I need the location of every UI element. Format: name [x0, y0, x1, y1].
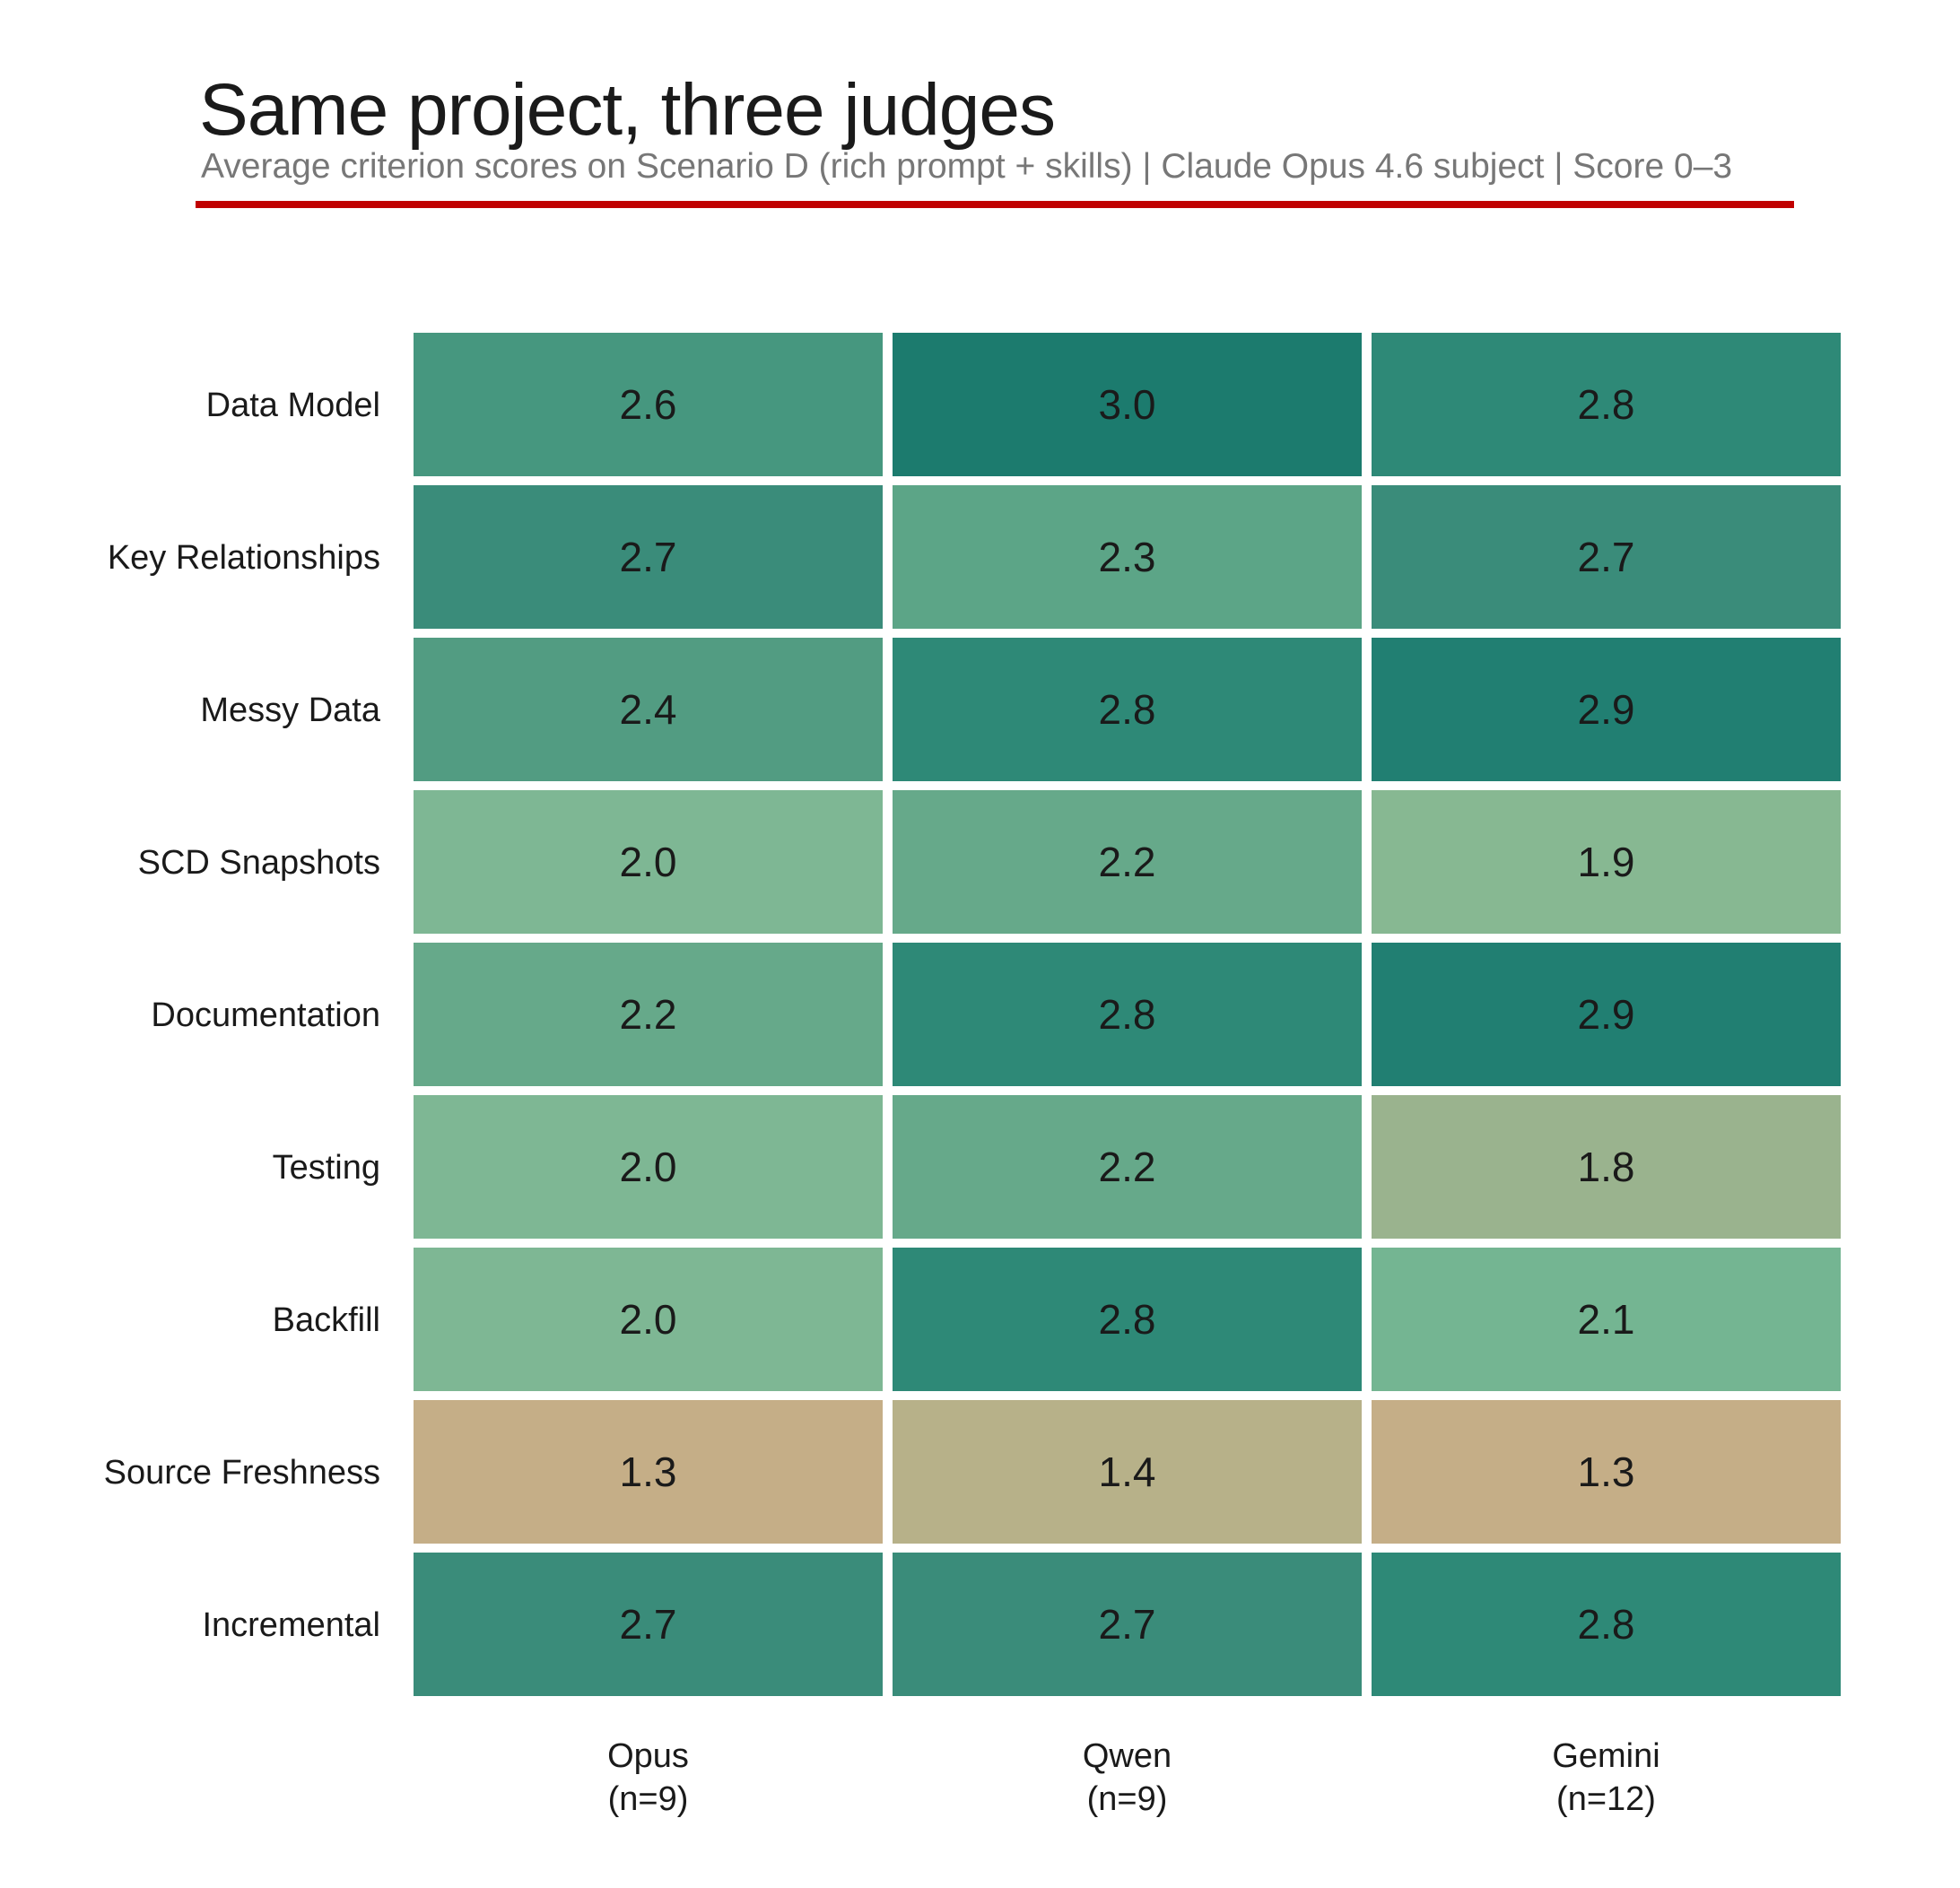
cell-value-label: 2.1 [1578, 1296, 1635, 1343]
cell-value-label: 1.4 [1099, 1449, 1156, 1495]
heatmap-cell [1372, 485, 1841, 629]
cell-value-label: 2.9 [1578, 991, 1635, 1038]
cell-value-label: 1.9 [1578, 839, 1635, 885]
cell-value-label: 2.7 [1099, 1601, 1156, 1648]
row-label: Messy Data [200, 692, 380, 729]
heatmap-cell [893, 333, 1362, 476]
cell-value-label: 2.7 [620, 534, 677, 580]
cell-value-label: 1.3 [620, 1449, 677, 1495]
cell-value-label: 2.8 [1099, 686, 1156, 733]
cell-value-label: 2.0 [620, 1296, 677, 1343]
row-label: SCD Snapshots [138, 844, 380, 882]
heatmap-cell [414, 1553, 883, 1696]
cell-value-label: 2.8 [1578, 381, 1635, 428]
heatmap-cell [414, 333, 883, 476]
row-label: Key Relationships [108, 539, 380, 577]
cell-value-label: 2.2 [1099, 1144, 1156, 1190]
heatmap-cell [1372, 943, 1841, 1086]
heatmap-cell [414, 485, 883, 629]
column-label: Opus [607, 1737, 689, 1775]
heatmap-cell [893, 485, 1362, 629]
heatmap-cell [893, 1553, 1362, 1696]
heatmap-cell [893, 1095, 1362, 1239]
row-label: Backfill [273, 1301, 380, 1339]
heatmap-cell [414, 1400, 883, 1544]
heatmap-cell [1372, 1248, 1841, 1391]
heatmap-cell [893, 943, 1362, 1086]
row-label: Documentation [151, 996, 380, 1034]
column-sample-size: (n=9) [608, 1780, 689, 1818]
chart-title: Same project, three judges [199, 69, 1056, 151]
cell-value-label: 2.8 [1099, 1296, 1156, 1343]
cell-value-label: 2.9 [1578, 686, 1635, 733]
heatmap-cell [414, 1095, 883, 1239]
cell-value-label: 1.3 [1578, 1449, 1635, 1495]
cell-value-label: 2.8 [1578, 1601, 1635, 1648]
column-sample-size: (n=9) [1087, 1780, 1168, 1818]
heatmap-cell [414, 790, 883, 934]
heatmap-cell [1372, 1553, 1841, 1696]
cell-value-label: 2.2 [620, 991, 677, 1038]
cell-value-label: 3.0 [1099, 381, 1156, 428]
heatmap-cell [893, 1400, 1362, 1544]
heatmap-cell [1372, 1095, 1841, 1239]
column-label: Gemini [1552, 1737, 1659, 1775]
cell-value-label: 2.6 [620, 381, 677, 428]
cell-value-label: 2.2 [1099, 839, 1156, 885]
cell-value-label: 2.4 [620, 686, 677, 733]
heatmap-cell [414, 1248, 883, 1391]
row-label: Testing [273, 1149, 380, 1187]
heatmap-cell [893, 790, 1362, 934]
heatmap-cell [1372, 333, 1841, 476]
cell-value-label: 2.0 [620, 839, 677, 885]
cell-value-label: 2.7 [620, 1601, 677, 1648]
chart-subtitle: Average criterion scores on Scenario D (… [201, 147, 1733, 186]
column-sample-size: (n=12) [1556, 1780, 1656, 1818]
cell-value-label: 2.0 [620, 1144, 677, 1190]
heatmap-cell [893, 1248, 1362, 1391]
heatmap-cell [414, 943, 883, 1086]
cell-value-label: 1.8 [1578, 1144, 1635, 1190]
cell-value-label: 2.3 [1099, 534, 1156, 580]
row-label: Data Model [206, 387, 380, 424]
column-label: Qwen [1083, 1737, 1172, 1775]
title-underline [196, 201, 1794, 208]
heatmap-cell [414, 638, 883, 781]
cell-value-label: 2.8 [1099, 991, 1156, 1038]
row-label: Source Freshness [104, 1454, 380, 1492]
cell-value-label: 2.7 [1578, 534, 1635, 580]
row-label: Incremental [202, 1606, 380, 1644]
heatmap-cell [893, 638, 1362, 781]
heatmap-cell [1372, 638, 1841, 781]
heatmap-cell [1372, 1400, 1841, 1544]
heatmap-cell [1372, 790, 1841, 934]
